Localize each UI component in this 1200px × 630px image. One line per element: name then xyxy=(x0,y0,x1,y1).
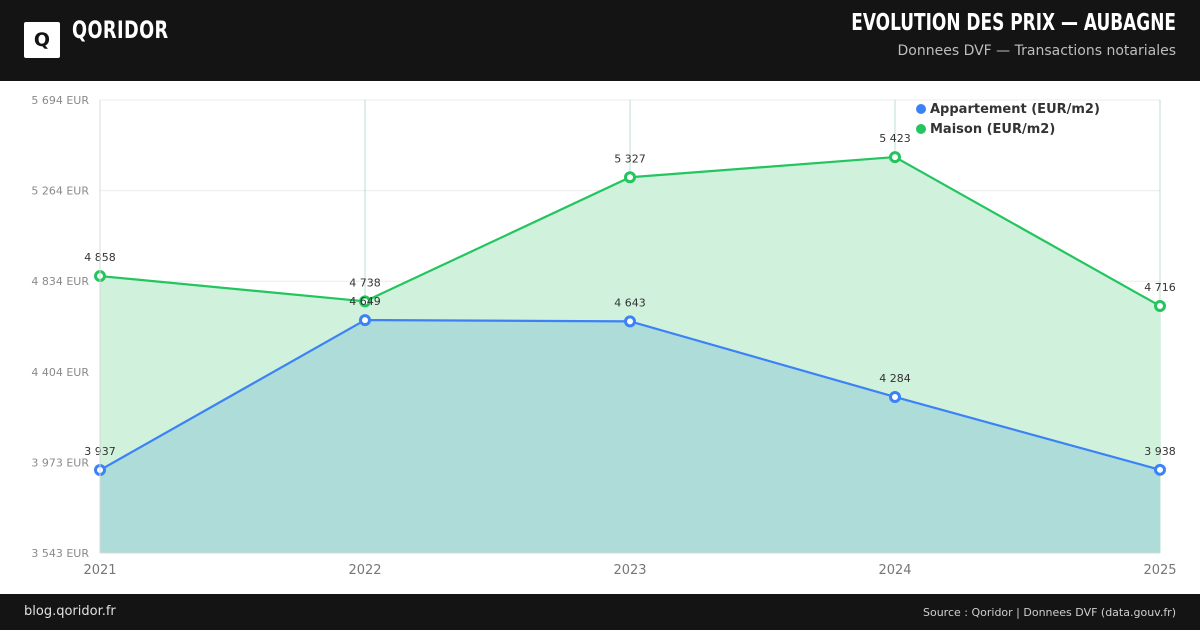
footer-source: Source : Qoridor | Donnees DVF (data.gou… xyxy=(923,606,1176,619)
point-appartement xyxy=(1154,463,1166,476)
point-appartement xyxy=(359,314,371,327)
y-tick-label: 4 404 EUR xyxy=(31,366,89,379)
data-label-appartement: 3 938 xyxy=(1144,445,1176,458)
data-label-appartement: 4 284 xyxy=(879,372,911,385)
x-tick-label: 2023 xyxy=(613,563,646,578)
data-label-appartement: 4 649 xyxy=(349,295,381,308)
legend: Appartement (EUR/m2) Maison (EUR/m2) xyxy=(916,100,1100,140)
y-tick-label: 5 694 EUR xyxy=(31,94,89,107)
point-maison xyxy=(359,295,371,308)
legend-item-maison[interactable]: Maison (EUR/m2) xyxy=(916,120,1100,140)
y-tick-label: 3 543 EUR xyxy=(31,547,89,560)
data-label-maison: 4 738 xyxy=(349,276,381,289)
x-tick-label: 2022 xyxy=(348,563,381,578)
data-label-maison: 5 423 xyxy=(879,132,911,145)
header-bar: Q QORIDOR EVOLUTION DES PRIX — AUBAGNE D… xyxy=(0,0,1200,81)
chart-subtitle: Donnees DVF — Transactions notariales xyxy=(897,43,1177,59)
legend-label-appartement: Appartement (EUR/m2) xyxy=(930,102,1100,117)
point-maison xyxy=(889,151,901,164)
data-label-maison: 4 716 xyxy=(1144,281,1176,294)
point-maison xyxy=(624,171,636,184)
legend-label-maison: Maison (EUR/m2) xyxy=(930,122,1056,137)
footer-site-link[interactable]: blog.qoridor.fr xyxy=(24,604,116,619)
legend-item-appartement[interactable]: Appartement (EUR/m2) xyxy=(916,100,1100,120)
data-points xyxy=(94,151,1166,477)
data-label-maison: 5 327 xyxy=(614,152,646,165)
point-appartement xyxy=(889,390,901,403)
data-label-appartement: 4 643 xyxy=(614,296,646,309)
legend-dot-appartement xyxy=(916,104,926,114)
logo-letter: Q xyxy=(33,29,51,51)
x-tick-label: 2021 xyxy=(83,563,116,578)
logo: Q xyxy=(24,22,60,58)
footer-bar: blog.qoridor.fr Source : Qoridor | Donne… xyxy=(0,594,1200,630)
y-tick-label: 5 264 EUR xyxy=(31,185,89,198)
point-maison xyxy=(1154,299,1166,312)
area-appartement xyxy=(100,320,1160,553)
legend-dot-maison xyxy=(916,124,926,134)
point-appartement xyxy=(624,315,636,328)
y-tick-label: 3 973 EUR xyxy=(31,456,89,469)
x-tick-label: 2024 xyxy=(878,563,911,578)
area-fills xyxy=(100,157,1160,554)
axes: 5 694 EUR 5 264 EUR 4 834 EUR 4 404 EUR 3 97… xyxy=(31,94,1176,578)
brand-name: QORIDOR xyxy=(72,16,169,44)
x-tick-label: 2025 xyxy=(1143,563,1176,578)
chart-title: EVOLUTION DES PRIX — AUBAGNE xyxy=(851,10,1176,36)
y-tick-label: 4 834 EUR xyxy=(31,275,89,288)
